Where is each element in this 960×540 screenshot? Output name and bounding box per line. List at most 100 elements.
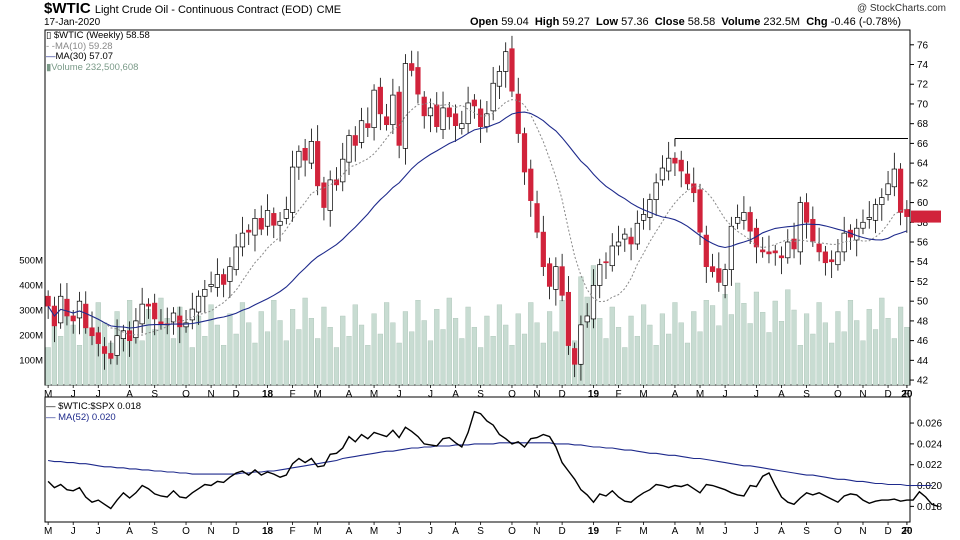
volume-bar — [553, 331, 559, 386]
ratio-x-tick-label: M — [370, 526, 378, 537]
ratio-x-tick-label: N — [207, 526, 214, 537]
ratio-x-tick-label: A — [778, 526, 785, 537]
legend-price: ▯ $WTIC (Weekly) 58.58 — [46, 30, 150, 42]
volume-bar — [340, 315, 346, 386]
candle-body — [133, 320, 139, 339]
candle-body — [691, 183, 697, 194]
candle-body — [459, 123, 465, 129]
price-legend: ▯ $WTIC (Weekly) 58.58 - -MA(10) 59.28 —… — [46, 30, 150, 73]
price-x-tick-label: J — [96, 389, 101, 400]
ratio-legend: — $WTIC:$SPX 0.018 — MA(52) 0.020 — [46, 401, 141, 423]
candle-body — [772, 250, 778, 254]
volume-bar — [547, 311, 553, 386]
volume-tick-label: 200M — [19, 331, 43, 342]
candle-body — [622, 233, 628, 240]
volume-bar — [434, 309, 440, 386]
legend-volume-label: Volume 232,500,608 — [51, 61, 139, 73]
candle-body — [503, 51, 509, 72]
volume-bar — [221, 345, 227, 386]
ratio-y-tick-label: 0.026 — [917, 419, 942, 430]
legend-price-label: $WTIC (Weekly) 58.58 — [53, 30, 150, 41]
candle-body — [597, 264, 603, 286]
candle-body — [741, 212, 747, 221]
ratio-x-tick-label: J — [397, 526, 402, 537]
volume-bar — [327, 327, 333, 386]
candle-body — [521, 133, 528, 173]
close-label: Close — [654, 16, 685, 28]
price-y-tick-label: 76 — [917, 40, 929, 51]
candle-body — [252, 217, 258, 236]
volume-bar — [559, 300, 565, 386]
volume-tick-label: 100M — [19, 356, 43, 367]
volume-bar — [333, 347, 340, 386]
volume-bar — [509, 345, 515, 386]
volume-bar — [264, 331, 271, 386]
price-y-tick-label: 44 — [917, 356, 929, 367]
ratio-x-tick-label: O — [508, 526, 516, 537]
volume-bar — [252, 342, 258, 386]
price-x-tick-label: D — [559, 389, 566, 400]
volume-bar — [634, 336, 640, 386]
price-x-tick-label: N — [533, 389, 540, 400]
ratio-x-tick-label: S — [477, 526, 484, 537]
candle-body — [559, 266, 565, 296]
volume-bar — [615, 327, 622, 386]
candle-body — [446, 107, 452, 118]
ratio-x-tick-label: 20 — [901, 526, 913, 537]
ratio-x-tick-label: M — [44, 526, 52, 537]
ma30-line — [47, 111, 908, 329]
volume-tick-label: 300M — [19, 306, 43, 317]
volume-bar — [841, 331, 847, 386]
candle-body — [120, 330, 126, 340]
candle-body — [728, 225, 734, 270]
low-value: 57.36 — [621, 16, 649, 28]
ratio-ma52-line — [48, 442, 932, 487]
ratio-x-tick-label: J — [723, 526, 728, 537]
candle-body — [647, 199, 653, 218]
candle-body — [540, 231, 546, 268]
price-x-tick-label: M — [370, 389, 378, 400]
price-x-tick-label: A — [346, 389, 353, 400]
candle-body — [277, 220, 283, 226]
price-x-tick-label: M — [696, 389, 704, 400]
candle-body — [703, 234, 709, 268]
candle-body — [352, 135, 358, 146]
candle-body — [308, 141, 315, 164]
candle-body — [289, 166, 296, 213]
candle-body — [76, 300, 83, 319]
volume-bar — [772, 300, 778, 386]
volume-bar — [352, 304, 358, 386]
candle-body — [246, 229, 252, 233]
candle-body — [302, 147, 308, 161]
candle-body — [640, 214, 647, 221]
ratio-y-tick-label: 0.022 — [917, 460, 942, 471]
candle-body — [239, 232, 246, 248]
candle-body — [797, 202, 803, 253]
candle-body — [785, 241, 791, 259]
volume-bar — [847, 300, 854, 386]
legend-ratio-icon: — — [46, 401, 56, 412]
ratio-x-tick-label: D — [233, 526, 240, 537]
price-x-tick-label: D — [233, 389, 240, 400]
candle-body — [672, 157, 678, 164]
candle-body — [158, 321, 164, 325]
volume-bar — [452, 318, 459, 386]
volume-bar — [709, 305, 716, 386]
volume-bar — [904, 327, 910, 386]
volume-bar — [741, 303, 747, 386]
volume-bar — [672, 302, 678, 386]
ratio-x-tick-label: D — [559, 526, 566, 537]
symbol: $WTIC — [44, 0, 91, 17]
candle-body — [628, 236, 634, 245]
price-x-tick-label: O — [834, 389, 842, 400]
candle-body — [64, 298, 70, 317]
ratio-x-tick-label: 18 — [262, 526, 274, 537]
candle-body — [409, 63, 415, 71]
exchange: CME — [316, 4, 342, 16]
volume-bar — [879, 297, 885, 386]
ma10-line — [47, 99, 908, 336]
candle-body — [384, 116, 390, 126]
candle-body — [183, 322, 189, 328]
ratio-x-tick-label: A — [346, 526, 353, 537]
